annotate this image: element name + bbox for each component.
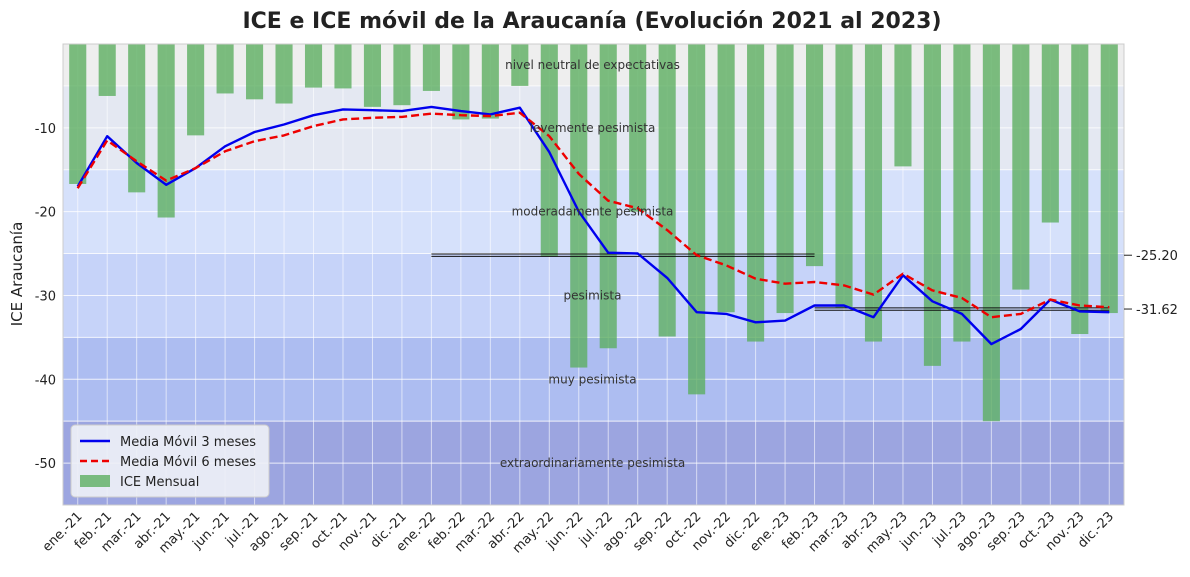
- bar-abr.-21: [157, 44, 175, 218]
- bar-ago.-23: [982, 44, 1000, 422]
- y-axis: -25.20 -31.62 -10 -20 -30 -40 -50: [35, 122, 1178, 472]
- bar-feb.-21: [98, 44, 116, 96]
- y-tick-0: -10: [35, 122, 56, 137]
- bar-ago.-22: [629, 44, 647, 212]
- bar-jun.-22: [570, 44, 588, 368]
- bar-nov.-21: [363, 44, 382, 107]
- bar-ago.-21: [275, 44, 293, 104]
- band-labels-layer: nivel neutral de expectativas levemente p…: [500, 58, 685, 470]
- y-tick-1: -20: [35, 206, 56, 221]
- bar-jul.-21: [246, 44, 264, 100]
- bar-mar.-21: [128, 44, 146, 193]
- bar-sep.-22: [658, 44, 676, 337]
- y-tick-3: -40: [35, 373, 56, 388]
- legend-swatch-2: [80, 475, 110, 487]
- legend-label-0: Media Móvil 3 meses: [120, 435, 256, 450]
- bar-abr.-22: [511, 44, 529, 86]
- band-label-2: moderadamente pesimista: [512, 205, 674, 219]
- bar-jul.-23: [953, 44, 971, 342]
- bar-ene.-22: [422, 44, 440, 91]
- band-label-1: levemente pesimista: [530, 121, 656, 135]
- bar-mar.-23: [835, 44, 853, 309]
- bar-dic.-23: [1100, 44, 1118, 314]
- legend: Media Móvil 3 meses Media Móvil 6 meses IC…: [70, 424, 270, 498]
- bar-may.-21: [187, 44, 205, 136]
- band-0: [63, 44, 1124, 86]
- bar-dic.-22: [747, 44, 765, 342]
- y-tick-4: -50: [35, 457, 56, 472]
- bar-mar.-22: [481, 44, 499, 119]
- bar-jul.-22: [599, 44, 617, 349]
- plot-frame: [62, 43, 1125, 506]
- bar-nov.-23: [1071, 44, 1089, 335]
- bar-may.-23: [894, 44, 912, 167]
- bar-ene.-23: [776, 44, 794, 314]
- legend-box: [70, 424, 270, 498]
- bar-dic.-21: [393, 44, 411, 106]
- reference-label-0: -25.20: [1136, 249, 1178, 264]
- series-line-1: [76, 111, 1110, 319]
- plot-area: nivel neutral de expectativas levemente p…: [62, 43, 1125, 506]
- bar-feb.-23: [805, 44, 824, 267]
- bar-feb.-22: [452, 44, 470, 120]
- bar-oct.-23: [1041, 44, 1059, 223]
- y-tick-2: -30: [35, 289, 56, 304]
- y-axis-title: ICE Araucanía: [8, 222, 26, 327]
- chart-title: ICE e ICE móvil de la Araucanía (Evoluci…: [242, 9, 941, 34]
- band-label-0: nivel neutral de expectativas: [505, 58, 680, 72]
- bar-nov.-22: [717, 44, 735, 313]
- band-label-3: pesimista: [564, 288, 622, 302]
- band-label-5: extraordinariamente pesimista: [500, 456, 685, 470]
- bar-abr.-23: [864, 44, 883, 342]
- series-line-0: [76, 105, 1110, 346]
- bar-jun.-23: [923, 44, 941, 366]
- legend-label-2: ICE Mensual: [120, 475, 199, 490]
- bar-oct.-21: [334, 44, 352, 89]
- bar-oct.-22: [688, 44, 706, 395]
- bar-ene.-21: [69, 44, 87, 184]
- band-label-4: muy pesimista: [548, 372, 636, 386]
- bar-sep.-21: [304, 44, 323, 88]
- bars-layer: [69, 44, 1118, 422]
- reference-label-1: -31.62: [1136, 303, 1178, 318]
- bar-jun.-21: [216, 44, 234, 94]
- legend-label-1: Media Móvil 6 meses: [120, 455, 256, 470]
- x-axis: ene.-21feb.-21mar.-21abr.-21may.-21jun.-…: [40, 509, 1117, 556]
- bar-sep.-23: [1012, 44, 1030, 290]
- lines-layer: [76, 105, 1110, 346]
